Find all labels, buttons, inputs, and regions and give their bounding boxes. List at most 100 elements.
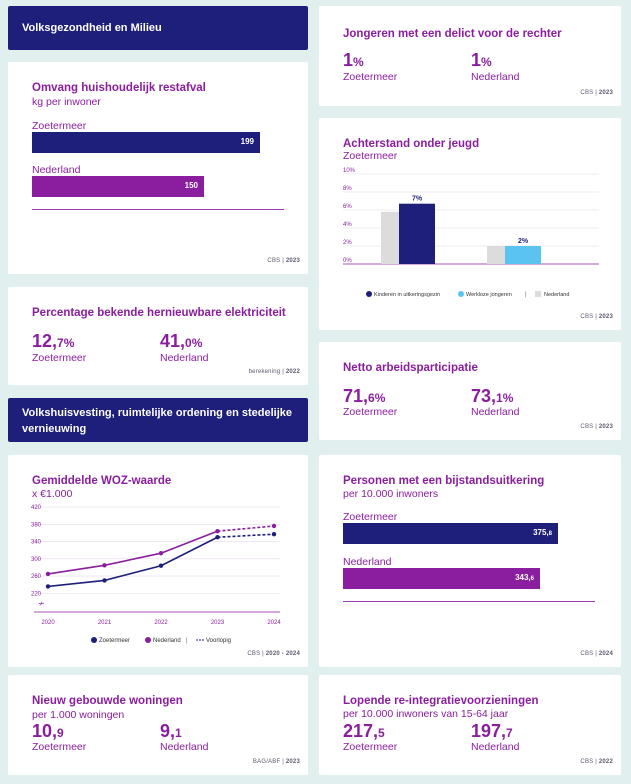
x-tick-label: 2022 <box>154 620 168 626</box>
data-label: 2% <box>518 238 529 245</box>
source-label: CBS | 2023 <box>580 314 613 320</box>
bar-nederland <box>487 246 505 264</box>
card-hernieuwbare-elektriciteit: Percentage bekende hernieuwbare elektric… <box>8 287 308 385</box>
legend-marker-nederland <box>535 291 541 297</box>
value-zoetermeer: 12,7% <box>32 331 75 351</box>
value-nederland: 41,0% <box>160 331 203 351</box>
label-nederland: Nederland <box>471 406 520 418</box>
source-label: CBS | 2023 <box>580 424 613 430</box>
legend-label: Voorlopig <box>206 638 231 644</box>
legend-marker-zoetermeer <box>91 637 97 643</box>
bar-nederland <box>381 211 399 264</box>
card-title: Achterstand onder jeugd <box>343 138 480 150</box>
achterstand-bar-chart: 0% 2% 4% 6% 8% 10% 7% 2% Kinderen in uitkeringsg… <box>343 168 599 298</box>
x-tick-label: 2023 <box>211 620 225 626</box>
data-point <box>271 532 277 537</box>
y-tick-label: 8% <box>343 186 352 192</box>
data-point <box>271 523 277 529</box>
legend-separator: | <box>186 638 188 644</box>
data-point <box>215 528 220 534</box>
section-header-label: Volkshuisvesting, ruimtelijke ordening e… <box>22 407 292 435</box>
value-zoetermeer: 71,6% <box>343 386 386 406</box>
card-title: Personen met een bijstandsuitkering <box>343 475 545 487</box>
source-label: BAG/ABF | 2023 <box>252 759 300 765</box>
card-subtitle: per 1.000 woningen <box>32 709 125 721</box>
label-nederland: Nederland <box>160 352 209 364</box>
bar-label-zoetermeer: Zoetermeer <box>32 120 87 132</box>
legend-label: Kinderen in uitkeringsgezin <box>374 292 440 298</box>
card-restafval: Omvang huishoudelijk restafval kg per in… <box>8 62 308 274</box>
value-nederland: 9,1 <box>160 721 182 741</box>
card-title: Omvang huishoudelijk restafval <box>32 82 206 94</box>
bar-value: 343,6 <box>515 573 534 582</box>
y-tick-label: 340 <box>31 540 42 546</box>
x-tick-label: 2021 <box>98 620 112 626</box>
card-arbeidsparticipatie: Netto arbeidsparticipatie 71,6% Zoeterme… <box>319 342 621 440</box>
card-nieuwe-woningen: Nieuw gebouwde woningen per 1.000 woning… <box>8 675 308 775</box>
legend-marker-werkloze-jongeren <box>458 291 464 297</box>
bar-zoetermeer: 375,8 <box>343 523 558 544</box>
card-bijstandsuitkering: Personen met een bijstandsuitkering per … <box>319 455 621 667</box>
card-title: Netto arbeidsparticipatie <box>343 362 478 374</box>
x-tick-label: 2024 <box>267 620 281 626</box>
label-zoetermeer: Zoetermeer <box>343 71 398 83</box>
section-header-volksgezondheid: Volksgezondheid en Milieu <box>8 6 308 50</box>
y-tick-label: 300 <box>31 557 42 563</box>
card-reintegratie: Lopende re-integratievoorzieningen per 1… <box>319 675 621 775</box>
legend-marker-nederland <box>145 637 151 643</box>
y-tick-label: 4% <box>343 222 352 228</box>
bar-nederland: 150 <box>32 176 204 197</box>
source-label: CBS | 2023 <box>267 258 300 264</box>
series-line-nederland <box>47 530 218 575</box>
section-header-label: Volksgezondheid en Milieu <box>22 22 162 34</box>
card-subtitle: Zoetermeer <box>343 150 398 162</box>
data-point <box>102 578 107 583</box>
legend-marker-kinderen <box>366 291 372 297</box>
bar-zoetermeer <box>399 203 435 264</box>
card-jongeren-delict: Jongeren met een delict voor de rechter … <box>319 6 621 106</box>
axis-break-icon: ≁ <box>38 599 45 608</box>
card-achterstand-jeugd: Achterstand onder jeugd Zoetermeer 0% 2% 4… <box>319 118 621 330</box>
label-nederland: Nederland <box>160 741 209 753</box>
y-tick-label: 10% <box>343 168 356 174</box>
series-line-provisional-zoetermeer <box>217 533 275 539</box>
label-zoetermeer: Zoetermeer <box>343 741 398 753</box>
value-nederland: 73,1% <box>471 386 514 406</box>
bar-zoetermeer <box>505 246 541 264</box>
label-zoetermeer: Zoetermeer <box>32 352 87 364</box>
label-nederland: Nederland <box>471 71 520 83</box>
legend-label: Werkloze jongeren <box>466 292 512 298</box>
y-tick-label: 380 <box>31 522 42 528</box>
woz-line-chart: 220 260 300 340 380 420 ≁ 2020 2021 2022 2023 2024 Z… <box>31 505 281 644</box>
value-nederland: 1% <box>471 50 492 70</box>
y-tick-label: 2% <box>343 240 352 246</box>
bar-label-zoetermeer: Zoetermeer <box>343 511 398 523</box>
bar-label-nederland: Nederland <box>343 556 392 568</box>
source-label: CBS | 2022 <box>580 759 613 765</box>
bar-nederland: 343,6 <box>343 568 540 589</box>
card-title: Gemiddelde WOZ-waarde <box>32 475 172 487</box>
card-subtitle: per 10.000 inwoners van 15-64 jaar <box>343 708 509 720</box>
bar-value: 375,8 <box>533 528 552 537</box>
value-nederland: 197,7 <box>471 721 513 741</box>
legend-label: Nederland <box>153 638 181 644</box>
bar-value: 150 <box>184 181 198 190</box>
bar-label-nederland: Nederland <box>32 164 81 176</box>
y-tick-label: 220 <box>31 591 42 597</box>
card-subtitle: per 10.000 inwoners <box>343 488 439 500</box>
label-nederland: Nederland <box>471 741 520 753</box>
source-label: berekening | 2022 <box>248 369 300 375</box>
data-point <box>158 551 164 556</box>
source-label: CBS | 2023 <box>580 90 613 96</box>
bar-zoetermeer: 199 <box>32 132 260 153</box>
y-tick-label: 0% <box>343 258 352 264</box>
card-woz-waarde: Gemiddelde WOZ-waarde x €1.000 220 260 300… <box>8 455 308 667</box>
series-line-provisional-nederland <box>217 525 275 532</box>
series-line-zoetermeer <box>47 536 218 588</box>
source-label: CBS | 2020 - 2024 <box>247 651 300 657</box>
card-subtitle: kg per inwoner <box>32 96 101 108</box>
data-point <box>45 584 51 589</box>
card-title: Percentage bekende hernieuwbare elektric… <box>32 307 286 319</box>
data-label: 7% <box>412 196 423 203</box>
legend-separator: | <box>525 292 527 298</box>
